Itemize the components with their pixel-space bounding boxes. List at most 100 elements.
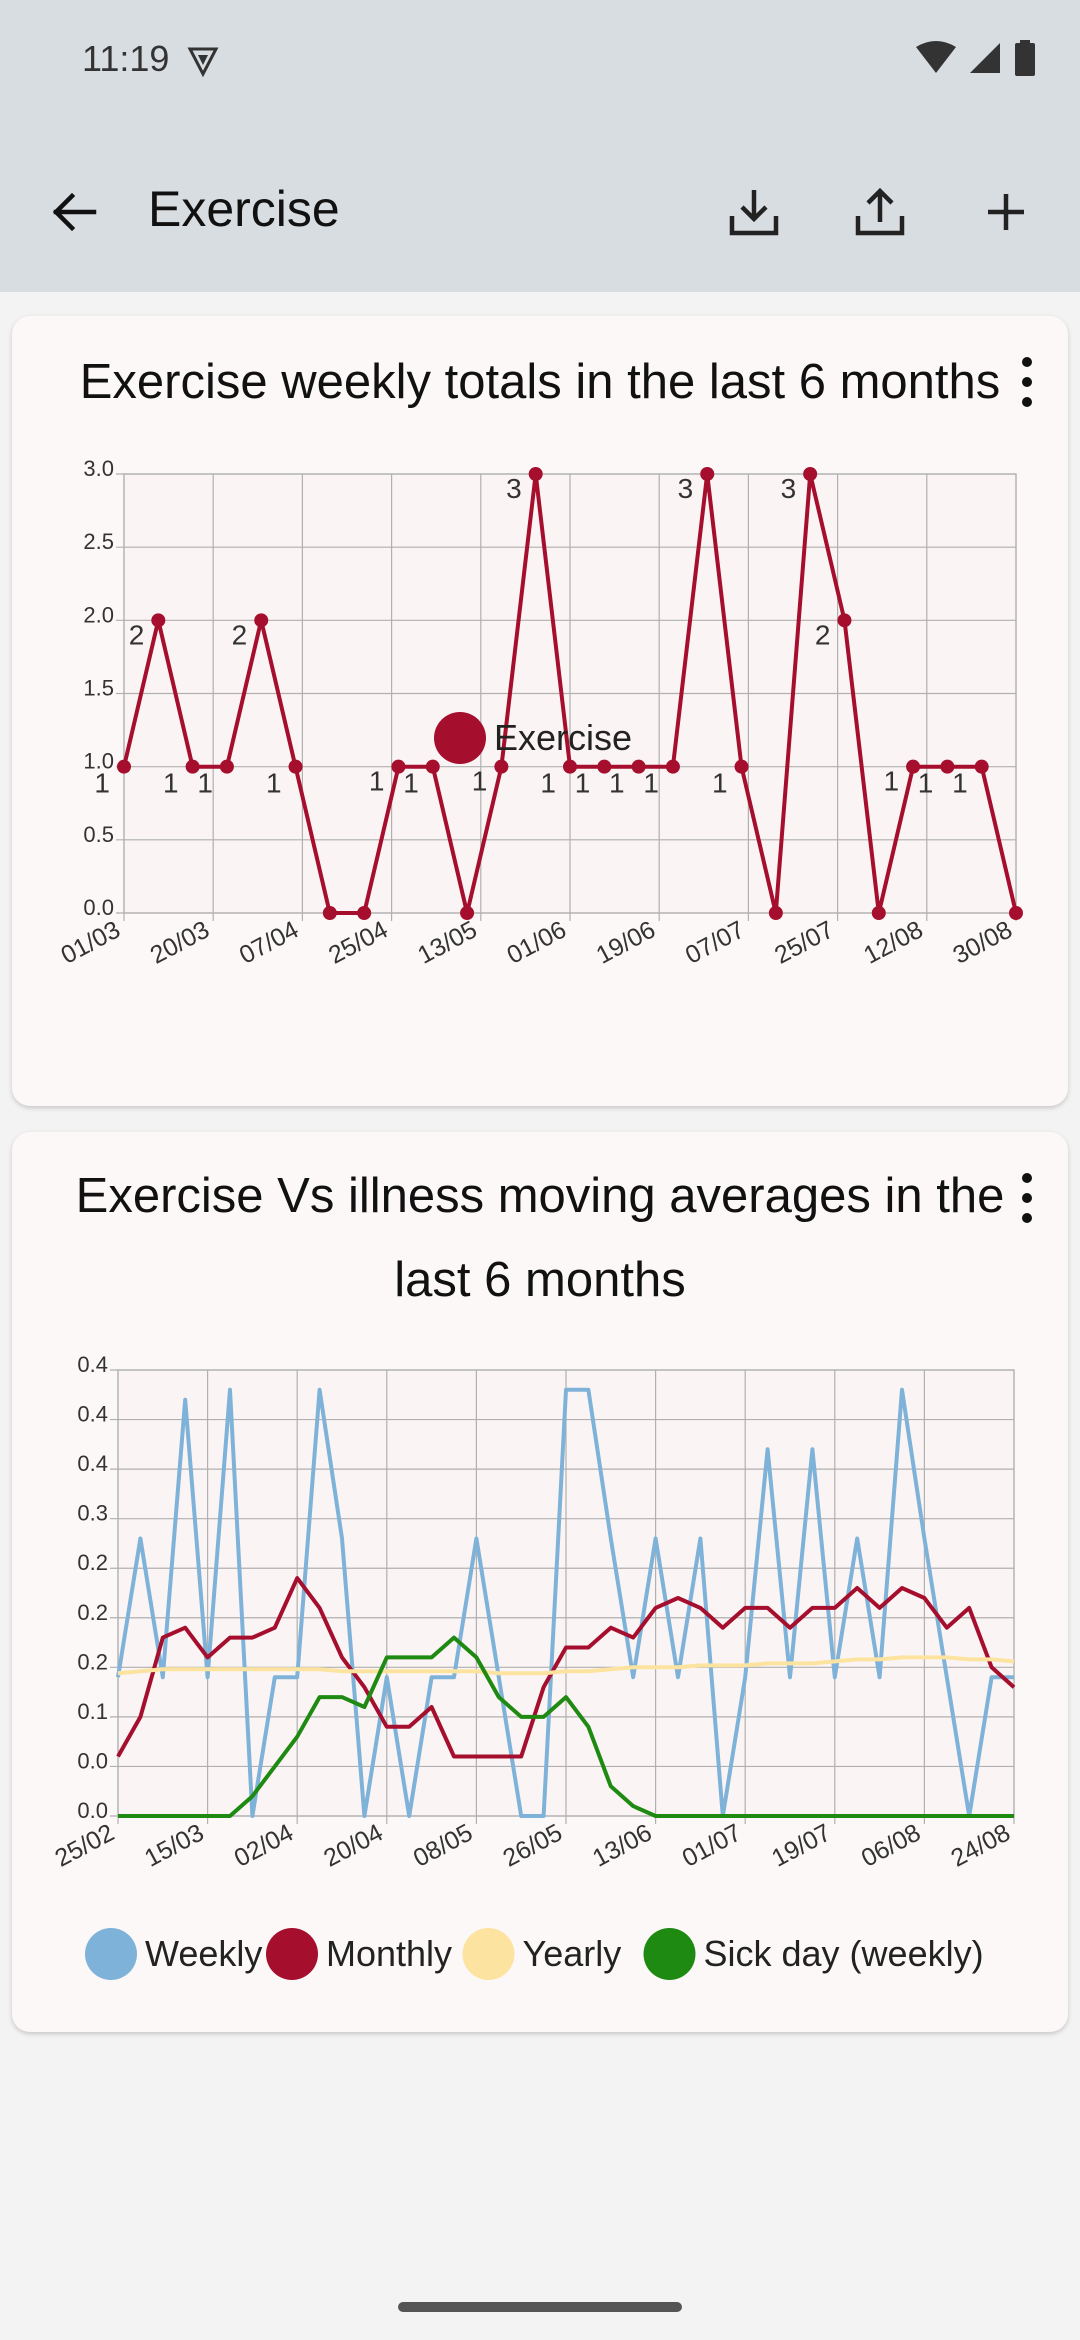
data-point xyxy=(528,467,543,481)
x-tick-label: 24/08 xyxy=(946,1819,1014,1873)
data-point xyxy=(974,759,989,774)
y-tick-label: 0.4 xyxy=(77,1352,108,1377)
data-point xyxy=(700,467,715,481)
y-tick-label: 2.0 xyxy=(83,602,114,627)
data-point xyxy=(734,759,749,774)
vpn-shield-icon xyxy=(187,47,219,78)
x-tick-label: 02/04 xyxy=(230,1819,298,1873)
weekly-totals-chart: 0.0 0.5 1.0 1.5 2.0 2.5 3.0 01/03 20/03 07/04 25/0… xyxy=(56,456,1023,970)
data-point xyxy=(1009,906,1023,920)
y-tick-label: 0.3 xyxy=(77,1501,108,1526)
legend-label: Monthly xyxy=(326,1933,452,1974)
data-point xyxy=(597,759,612,774)
status-time: 11:19 xyxy=(82,38,170,79)
x-tick-label: 07/07 xyxy=(681,916,749,970)
add-button[interactable] xyxy=(970,176,1042,248)
x-tick-label: 26/05 xyxy=(498,1819,566,1873)
download-button[interactable] xyxy=(718,176,790,248)
x-tick-label: 30/08 xyxy=(948,916,1016,970)
series-line-weekly xyxy=(116,1387,1014,1818)
data-label: 2 xyxy=(815,619,831,650)
data-point xyxy=(357,906,372,920)
data-point xyxy=(185,759,200,774)
app-bar: Exercise xyxy=(0,130,1080,292)
data-point xyxy=(151,613,166,628)
x-tick-label: 25/02 xyxy=(50,1819,118,1873)
legend-label: Weekly xyxy=(145,1933,262,1974)
data-point xyxy=(288,759,303,774)
y-tick-label: 1.0 xyxy=(83,749,114,774)
legend-label: Yearly xyxy=(523,1933,622,1974)
data-point xyxy=(940,759,955,774)
signal-icon xyxy=(970,43,1000,73)
y-tick-label: 0.2 xyxy=(77,1550,108,1575)
data-label: 1 xyxy=(883,766,899,797)
data-point xyxy=(460,906,475,920)
x-tick-label: 15/03 xyxy=(140,1819,208,1873)
data-label: 1 xyxy=(369,766,385,797)
more-vert-icon[interactable] xyxy=(1012,352,1042,412)
x-tick-label: 07/04 xyxy=(235,916,303,970)
data-label: 2 xyxy=(232,619,248,650)
data-point xyxy=(871,906,886,920)
arrow-back-icon xyxy=(52,192,97,232)
legend-swatch xyxy=(462,1928,515,1980)
data-point xyxy=(563,759,577,774)
x-tick-label: 12/08 xyxy=(859,916,927,970)
status-bar: 11:19 xyxy=(0,0,1080,130)
wifi-icon xyxy=(916,41,956,73)
legend-label: Sick day (weekly) xyxy=(704,1933,984,1974)
data-point xyxy=(425,759,440,774)
x-tick-label: 25/04 xyxy=(324,916,392,970)
moving-averages-card: Exercise Vs illness moving averages in t… xyxy=(12,1132,1068,2032)
data-label: 1 xyxy=(952,768,968,799)
series-line-monthly xyxy=(116,1576,1016,1759)
battery-icon xyxy=(1015,40,1035,76)
data-label: 1 xyxy=(266,768,282,799)
data-point xyxy=(803,467,818,481)
x-tick-label: 01/03 xyxy=(56,916,124,970)
data-label: 1 xyxy=(403,768,419,799)
legend-swatch xyxy=(85,1928,137,1980)
card-title: Exercise Vs illness moving averages in t… xyxy=(75,1169,1005,1307)
data-point xyxy=(631,759,646,774)
data-label: 1 xyxy=(197,768,213,799)
y-tick-label: 0.0 xyxy=(77,1798,108,1823)
x-tick-label: 13/06 xyxy=(588,1819,656,1873)
data-point xyxy=(254,613,269,628)
moving-averages-chart: 0.0 0.0 0.1 0.2 0.2 0.2 0.3 0.4 0.4 0.4 25/02 15/03… xyxy=(50,1352,1016,1980)
data-label: 1 xyxy=(163,768,179,799)
data-point xyxy=(665,759,680,774)
y-tick-label: 0.2 xyxy=(77,1649,108,1674)
share-button[interactable] xyxy=(844,176,916,248)
x-tick-label: 25/07 xyxy=(770,916,838,970)
data-point xyxy=(768,906,783,920)
data-label: 1 xyxy=(643,768,659,799)
y-tick-label: 0.5 xyxy=(83,822,114,847)
data-point xyxy=(906,759,921,774)
legend-swatch xyxy=(266,1928,318,1980)
data-point xyxy=(494,759,509,774)
home-indicator[interactable] xyxy=(398,2302,682,2312)
data-label: 2 xyxy=(129,619,145,650)
x-tick-label: 13/05 xyxy=(413,916,481,970)
data-point xyxy=(322,906,337,920)
data-label: 3 xyxy=(678,473,694,504)
data-label: 1 xyxy=(918,768,934,799)
y-tick-label: 0.0 xyxy=(83,895,114,920)
data-label: 1 xyxy=(540,768,556,799)
data-label: 1 xyxy=(712,768,728,799)
back-button[interactable] xyxy=(40,178,108,246)
more-vert-icon[interactable] xyxy=(1012,1168,1042,1228)
y-tick-label: 0.1 xyxy=(77,1699,108,1724)
series-line-yearly xyxy=(117,1655,1015,1676)
x-tick-label: 19/06 xyxy=(592,916,660,970)
x-tick-label: 08/05 xyxy=(409,1819,477,1873)
y-tick-label: 0.4 xyxy=(77,1451,108,1476)
data-point xyxy=(219,759,234,774)
legend-swatch xyxy=(434,712,486,764)
add-icon xyxy=(988,194,1024,230)
y-tick-label: 2.5 xyxy=(83,529,114,554)
data-label: 1 xyxy=(609,768,625,799)
share-upload-icon xyxy=(855,187,905,236)
